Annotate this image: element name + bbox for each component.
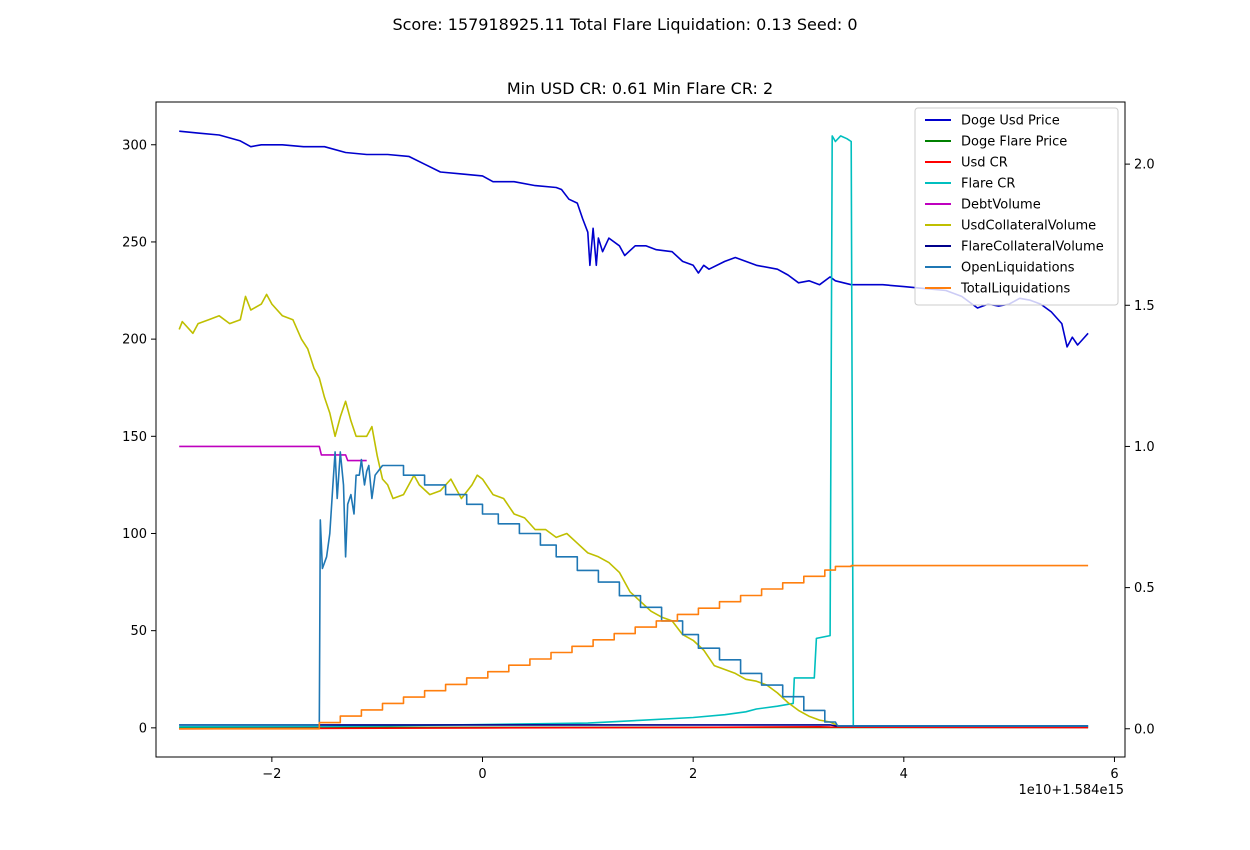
series-line-usdcollateralvolume [178, 293, 839, 727]
series-line-usd-cr [179, 726, 1089, 730]
plot-area [178, 130, 1089, 730]
series-line-debtvolume [179, 445, 367, 462]
y-right-tick-label: 0.5 [1134, 581, 1155, 596]
legend-label-debtvolume: DebtVolume [961, 198, 1041, 213]
series-line-openliquidations [179, 451, 1089, 727]
legend-label-openliquidations: OpenLiquidations [961, 261, 1075, 276]
y-right-tick-label: 1.0 [1134, 440, 1155, 455]
legend-label-doge-usd-price: Doge Usd Price [961, 114, 1060, 129]
x-tick-label: −2 [262, 767, 281, 782]
x-tick-label: 0 [478, 767, 486, 782]
series-line-totalliquidations [179, 564, 1089, 730]
legend-label-totalliquidations: TotalLiquidations [960, 282, 1070, 297]
axis-ticks: −2 0 2 4 6 0 50 100 150 200 250 300 0.0 0.5 1.0 1.5 2.0 [122, 138, 1155, 782]
series-line-flare-cr [179, 135, 1089, 728]
y-left-tick-label: 200 [122, 333, 147, 348]
legend-box [914, 107, 1119, 306]
y-right-tick-label: 1.5 [1134, 299, 1155, 314]
y-left-tick-label: 100 [122, 527, 147, 542]
y-right-tick-label: 2.0 [1134, 158, 1155, 173]
y-left-tick-label: 50 [130, 624, 147, 639]
x-offset-label: 1e10+1.584e15 [1019, 783, 1124, 798]
x-tick-label: 2 [689, 767, 697, 782]
x-tick-label: 6 [1110, 767, 1118, 782]
legend-label-usdcollateralvolume: UsdCollateralVolume [961, 219, 1096, 234]
x-tick-label: 4 [900, 767, 908, 782]
axes-frame [155, 101, 1126, 758]
legend-label-flarecollateralvolume: FlareCollateralVolume [961, 240, 1104, 255]
y-left-tick-label: 0 [139, 721, 147, 736]
legend-label-usd-cr: Usd CR [961, 156, 1008, 171]
legend: Doge Usd Price Doge Flare Price Usd CR Flar… [914, 107, 1119, 306]
y-left-tick-label: 300 [122, 138, 147, 153]
y-left-tick-label: 250 [122, 235, 147, 250]
chart-title: Min USD CR: 0.61 Min Flare CR: 2 [507, 79, 773, 98]
y-left-tick-label: 150 [122, 430, 147, 445]
legend-label-flare-cr: Flare CR [961, 177, 1015, 192]
figure-suptitle: Score: 157918925.11 Total Flare Liquidat… [392, 15, 857, 34]
legend-label-doge-flare-price: Doge Flare Price [961, 135, 1067, 150]
y-right-tick-label: 0.0 [1134, 722, 1155, 737]
